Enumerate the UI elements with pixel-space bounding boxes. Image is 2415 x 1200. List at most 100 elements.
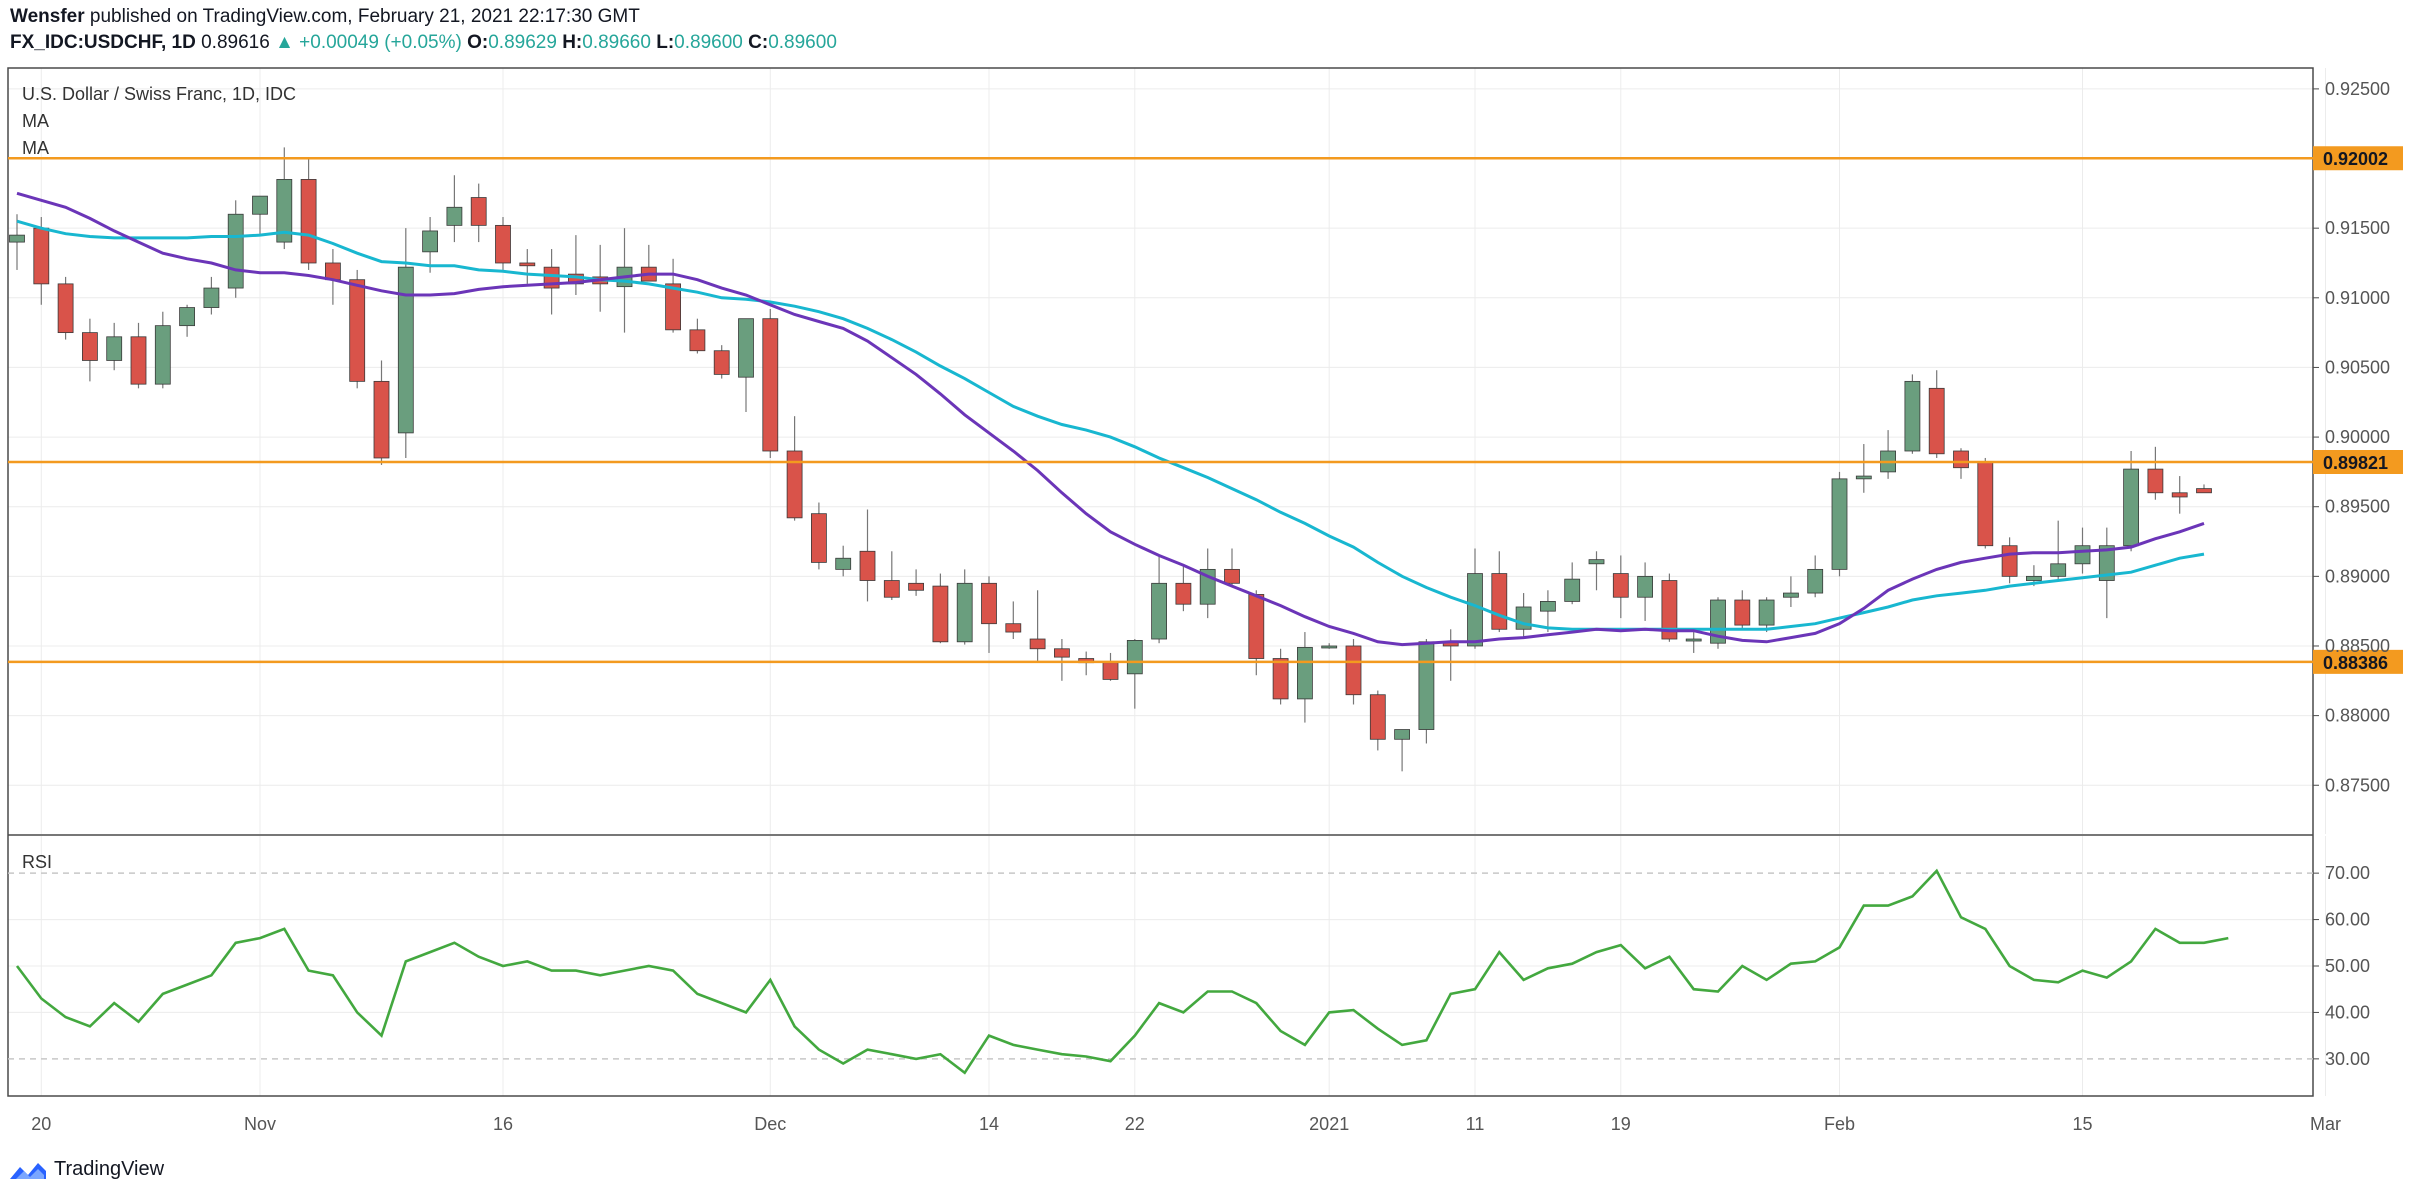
candle[interactable] xyxy=(1855,444,1872,493)
candle[interactable] xyxy=(470,183,487,243)
candle[interactable] xyxy=(1369,690,1386,751)
candle[interactable] xyxy=(397,228,414,458)
candle-body-down xyxy=(300,179,317,264)
candle-body-down xyxy=(1345,645,1362,696)
candle[interactable] xyxy=(1054,639,1070,681)
candle[interactable] xyxy=(1491,551,1508,633)
candle[interactable] xyxy=(227,200,244,298)
author-name[interactable]: Wensfer xyxy=(10,6,85,27)
candle[interactable] xyxy=(1394,729,1410,772)
candle[interactable] xyxy=(1685,632,1702,653)
low-label: L: xyxy=(656,32,675,53)
candle-body-down xyxy=(1102,662,1119,680)
candle[interactable] xyxy=(1102,652,1119,681)
candle[interactable] xyxy=(1637,562,1653,621)
candle[interactable] xyxy=(1928,370,1945,458)
candle[interactable] xyxy=(932,573,949,644)
candle-body-down xyxy=(1734,599,1751,626)
candle[interactable] xyxy=(713,345,730,379)
candle[interactable] xyxy=(2147,446,2164,500)
candle[interactable] xyxy=(422,217,439,273)
candle[interactable] xyxy=(82,318,98,382)
candle[interactable] xyxy=(1467,548,1483,649)
candle[interactable] xyxy=(1734,590,1751,630)
candle[interactable] xyxy=(2171,476,2188,514)
candle[interactable] xyxy=(154,311,171,389)
candle-body-up xyxy=(956,582,973,643)
candle[interactable] xyxy=(9,214,25,270)
candle[interactable] xyxy=(2196,484,2212,494)
candle[interactable] xyxy=(1078,651,1095,676)
time-axis-label: 19 xyxy=(1611,1114,1631,1134)
candle[interactable] xyxy=(1831,471,1848,577)
candle[interactable] xyxy=(1297,632,1313,723)
candle[interactable] xyxy=(665,258,681,333)
candle[interactable] xyxy=(1953,448,1969,479)
candle[interactable] xyxy=(859,509,876,602)
candle[interactable] xyxy=(543,249,560,315)
candle[interactable] xyxy=(324,249,341,305)
candle[interactable] xyxy=(1977,457,1994,549)
candle[interactable] xyxy=(883,551,900,601)
candle[interactable] xyxy=(446,175,463,243)
candle[interactable] xyxy=(1710,597,1726,649)
candle[interactable] xyxy=(1904,374,1921,454)
candle[interactable] xyxy=(1224,548,1240,587)
candle[interactable] xyxy=(568,235,584,296)
candle[interactable] xyxy=(2098,527,2115,619)
candle[interactable] xyxy=(762,308,779,458)
footer-branding[interactable]: TradingView xyxy=(8,1158,164,1181)
candle[interactable] xyxy=(130,322,147,389)
candle[interactable] xyxy=(1612,555,1629,619)
candle[interactable] xyxy=(179,304,196,337)
candle[interactable] xyxy=(835,545,852,577)
candle[interactable] xyxy=(981,576,997,653)
candle[interactable] xyxy=(956,569,973,645)
candle[interactable] xyxy=(33,217,50,305)
candle[interactable] xyxy=(1564,562,1581,605)
candle[interactable] xyxy=(1199,548,1216,619)
candle[interactable] xyxy=(1783,576,1799,607)
candle[interactable] xyxy=(300,158,317,270)
candle[interactable] xyxy=(908,569,924,596)
candle[interactable] xyxy=(1175,565,1192,612)
candle[interactable] xyxy=(519,249,536,284)
candle-body-down xyxy=(1029,638,1046,650)
candle[interactable] xyxy=(1151,555,1167,644)
candle[interactable] xyxy=(1345,639,1362,705)
candle[interactable] xyxy=(811,502,827,570)
ma1-legend[interactable]: MA xyxy=(22,111,49,131)
candle[interactable] xyxy=(1540,590,1556,633)
candle[interactable] xyxy=(786,416,803,521)
candle[interactable] xyxy=(252,195,268,236)
candle[interactable] xyxy=(57,276,74,340)
candle[interactable] xyxy=(203,276,220,315)
candle-body-up xyxy=(397,266,414,434)
candle[interactable] xyxy=(106,322,123,371)
candle[interactable] xyxy=(2001,537,2018,584)
candle[interactable] xyxy=(1126,639,1143,709)
rsi-legend[interactable]: RSI xyxy=(22,852,52,872)
candle[interactable] xyxy=(738,318,754,413)
candle[interactable] xyxy=(495,217,511,270)
candle-body-down xyxy=(1661,580,1678,640)
low-value: 0.89600 xyxy=(674,32,743,53)
candle[interactable] xyxy=(1442,629,1459,681)
candle[interactable] xyxy=(1758,597,1775,633)
close-label: C: xyxy=(748,32,769,53)
candle[interactable] xyxy=(349,269,366,389)
candle[interactable] xyxy=(373,360,390,465)
candle[interactable] xyxy=(1029,590,1046,663)
ma2-legend[interactable]: MA xyxy=(22,138,49,158)
candle[interactable] xyxy=(1515,593,1532,640)
candle[interactable] xyxy=(689,318,706,354)
candle[interactable] xyxy=(2123,451,2140,552)
candle[interactable] xyxy=(1807,555,1824,598)
candle[interactable] xyxy=(2050,520,2067,580)
candle[interactable] xyxy=(1418,639,1435,744)
candle[interactable] xyxy=(1272,648,1289,705)
candle[interactable] xyxy=(1321,643,1338,649)
candle[interactable] xyxy=(1005,601,1022,640)
candle[interactable] xyxy=(1588,551,1605,591)
